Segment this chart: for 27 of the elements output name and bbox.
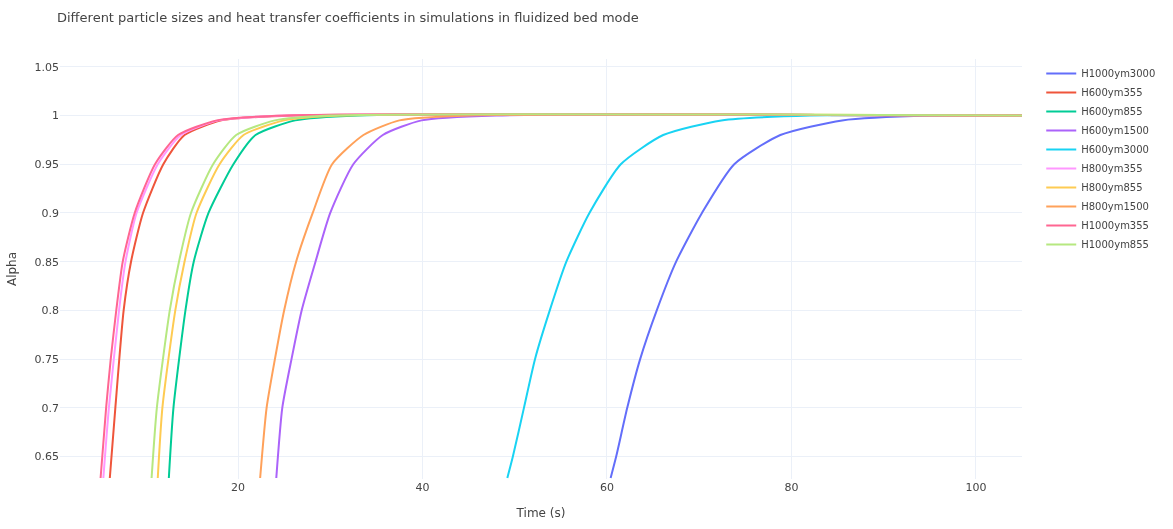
y-tick-label: 0.95 — [34, 158, 59, 172]
y-tick-label: 0.65 — [34, 450, 59, 464]
y-tick-label: 1 — [52, 109, 59, 123]
y-tick-label: 0.9 — [41, 206, 59, 220]
legend-label: H1000ym855 — [1081, 239, 1149, 251]
legend-label: H800ym855 — [1081, 182, 1143, 194]
legend-label: H800ym1500 — [1081, 201, 1149, 213]
legend-label: H600ym3000 — [1081, 144, 1149, 156]
x-tick-label: 60 — [599, 481, 614, 494]
x-tick-label: 100 — [965, 481, 987, 494]
y-tick-label: 0.8 — [41, 304, 59, 318]
x-tick-label: 40 — [415, 481, 430, 494]
x-axis-title: Time (s) — [515, 505, 566, 520]
y-tick-label: 0.7 — [41, 401, 59, 415]
y-tick-label: 0.75 — [34, 352, 59, 366]
legend-label: H600ym355 — [1081, 87, 1143, 99]
legend-label: H1000ym355 — [1081, 220, 1149, 232]
y-axis-title: Alpha — [4, 251, 19, 287]
legend-label: H600ym855 — [1081, 106, 1143, 118]
y-tick-label: 1.05 — [34, 60, 59, 74]
chart-title: Different particle sizes and heat transfer coefficients in simulations in fluidized bed mode — [57, 9, 639, 25]
legend-label: H1000ym3000 — [1081, 68, 1156, 80]
y-tick-label: 0.85 — [34, 255, 59, 269]
x-tick-label: 80 — [784, 481, 799, 494]
x-tick-label: 20 — [231, 481, 246, 494]
legend-label: H800ym355 — [1081, 163, 1143, 175]
legend-label: H600ym1500 — [1081, 125, 1149, 137]
